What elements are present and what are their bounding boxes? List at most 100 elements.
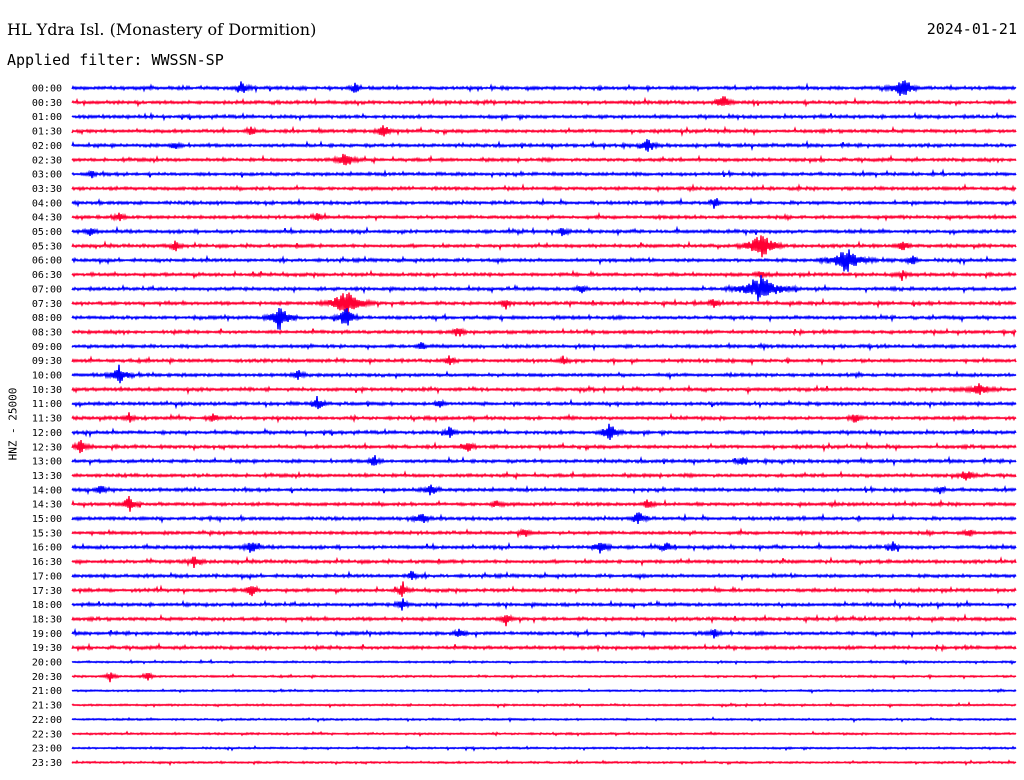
time-tick-label: 23:30 [32, 758, 62, 769]
seismic-trace-line [71, 581, 1017, 597]
seismic-trace-line [71, 183, 1017, 193]
time-tick-label: 00:00 [32, 84, 62, 95]
seismic-trace-line [71, 570, 1017, 582]
seismic-trace-line [71, 687, 1017, 694]
time-tick-label: 06:00 [32, 256, 62, 267]
seismic-trace-line [71, 355, 1017, 367]
seismic-trace-line [71, 308, 1017, 330]
time-tick-label: 19:30 [32, 643, 62, 654]
time-tick-label: 15:30 [32, 528, 62, 539]
time-tick-label: 23:00 [32, 744, 62, 755]
time-tick-label: 03:30 [32, 184, 62, 195]
time-tick-label: 06:30 [32, 270, 62, 281]
time-tick-label: 05:30 [32, 241, 62, 252]
seismic-trace-line [71, 96, 1017, 108]
time-tick-label: 22:30 [32, 729, 62, 740]
time-tick-label: 11:30 [32, 414, 62, 425]
time-tick-label: 09:00 [32, 342, 62, 353]
time-tick-label: 00:30 [32, 98, 62, 109]
time-tick-label: 16:30 [32, 557, 62, 568]
time-tick-label: 19:00 [32, 629, 62, 640]
seismic-trace-line [71, 275, 1017, 302]
time-tick-label: 10:00 [32, 371, 62, 382]
seismic-trace-line [71, 211, 1017, 222]
time-tick-label: 21:00 [32, 686, 62, 697]
time-tick-label: 10:30 [32, 385, 62, 396]
seismic-trace-line [71, 341, 1017, 352]
seismic-trace-line [71, 613, 1017, 627]
time-tick-label: 04:00 [32, 198, 62, 209]
seismic-trace-line [71, 197, 1017, 209]
seismic-trace-line [71, 484, 1017, 496]
time-tick-label: 18:00 [32, 600, 62, 611]
time-tick-label: 16:00 [32, 543, 62, 554]
seismic-trace-line [71, 269, 1017, 281]
time-tick-label: 02:30 [32, 155, 62, 166]
seismic-trace-line [71, 225, 1017, 237]
seismic-trace-line [71, 701, 1017, 709]
seismic-trace-line [71, 235, 1017, 258]
seismic-trace-line [71, 730, 1017, 738]
seismic-trace-line [71, 139, 1017, 152]
time-tick-label: 09:30 [32, 356, 62, 367]
time-tick-label: 21:30 [32, 701, 62, 712]
time-tick-label: 05:00 [32, 227, 62, 238]
seismic-trace-line [71, 455, 1017, 467]
seismic-trace-line [71, 470, 1017, 481]
seismic-trace-line [71, 555, 1017, 569]
time-tick-label: 17:00 [32, 571, 62, 582]
seismic-trace-line [71, 627, 1017, 639]
seismic-trace-line [71, 364, 1017, 384]
seismic-trace-line [71, 642, 1017, 653]
seismic-trace-line [71, 759, 1017, 767]
time-tick-label: 08:30 [32, 327, 62, 338]
seismic-trace-line [71, 423, 1017, 441]
seismic-trace-line [71, 658, 1017, 666]
record-date: 2024-01-21 [926, 20, 1017, 38]
seismic-trace-line [71, 292, 1017, 315]
seismic-trace-line [71, 598, 1017, 611]
time-tick-label: 18:30 [32, 614, 62, 625]
time-tick-label: 20:30 [32, 672, 62, 683]
seismic-trace-line [71, 153, 1017, 166]
time-tick-label: 14:30 [32, 500, 62, 511]
time-tick-label: 04:30 [32, 213, 62, 224]
seismic-trace-line [71, 672, 1017, 683]
seismic-trace-line [71, 80, 1017, 96]
time-tick-label: 01:30 [32, 127, 62, 138]
time-tick-label: 08:00 [32, 313, 62, 324]
seismic-trace-line [71, 512, 1017, 525]
time-tick-label: 12:30 [32, 442, 62, 453]
seismic-trace-line [71, 716, 1017, 724]
seismic-trace-line [71, 412, 1017, 424]
station-title: HL Ydra Isl. (Monastery of Dormition) [7, 20, 317, 39]
time-tick-label: 07:30 [32, 299, 62, 310]
seismic-trace-line [71, 496, 1017, 512]
time-tick-label: 03:00 [32, 170, 62, 181]
seismic-trace-line [71, 111, 1017, 122]
seismic-trace-line [71, 168, 1017, 179]
time-tick-label: 15:00 [32, 514, 62, 525]
time-tick-label: 02:00 [32, 141, 62, 152]
seismic-trace-line [71, 396, 1017, 410]
seismic-trace-line [71, 745, 1017, 752]
time-tick-label: 17:30 [32, 586, 62, 597]
time-tick-label: 14:00 [32, 485, 62, 496]
seismic-trace-line [71, 327, 1017, 338]
seismic-trace-line [71, 527, 1017, 539]
time-tick-label: 13:00 [32, 457, 62, 468]
seismic-trace-line [71, 541, 1017, 554]
seismic-trace-line [71, 249, 1017, 272]
time-tick-label: 13:30 [32, 471, 62, 482]
time-tick-label: 22:00 [32, 715, 62, 726]
time-tick-label: 01:00 [32, 112, 62, 123]
seismic-trace-line [71, 125, 1017, 137]
seismic-trace-line [71, 383, 1017, 396]
time-tick-label: 07:00 [32, 284, 62, 295]
applied-filter-label: Applied filter: WWSSN-SP [7, 51, 224, 69]
time-tick-label: 20:00 [32, 658, 62, 669]
seismic-trace-line [71, 440, 1017, 454]
time-tick-label: 12:00 [32, 428, 62, 439]
time-tick-label: 11:00 [32, 399, 62, 410]
